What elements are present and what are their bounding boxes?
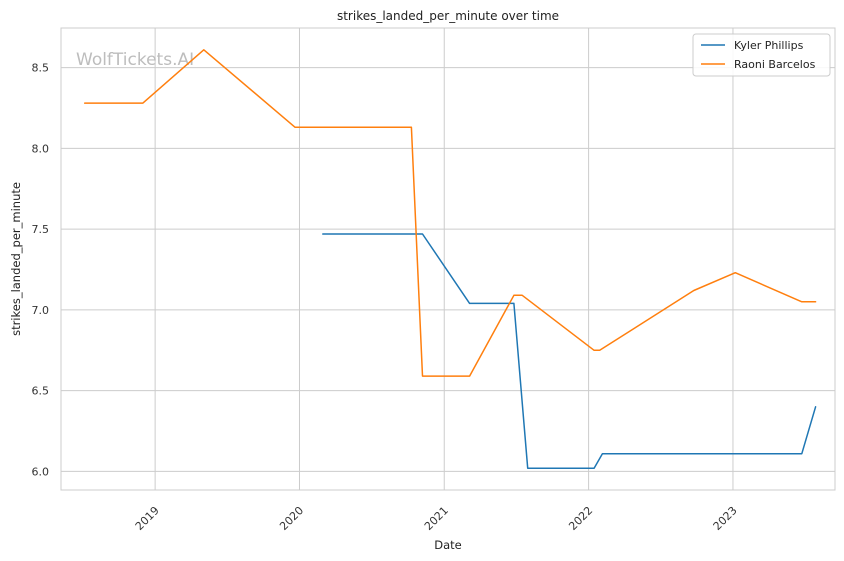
y-axis-label: strikes_landed_per_minute — [9, 182, 23, 336]
series-layer — [83, 49, 817, 469]
legend: Kyler Phillips Raoni Barcelos — [692, 33, 831, 77]
y-tick-label: 7.5 — [32, 223, 50, 236]
y-tick-label: 6.0 — [32, 465, 50, 478]
plot-frame — [60, 27, 836, 491]
series-line-raoni-barcelos — [83, 49, 817, 377]
legend-label: Raoni Barcelos — [734, 58, 816, 71]
series-line-kyler-phillips — [322, 233, 817, 469]
chart-title: strikes_landed_per_minute over time — [337, 9, 559, 23]
legend-label: Kyler Phillips — [734, 39, 804, 52]
x-axis-label: Date — [434, 538, 462, 552]
watermark: WolfTickets.AI — [76, 50, 194, 70]
y-tick-label: 7.0 — [32, 304, 50, 317]
y-tick-label: 6.5 — [32, 385, 50, 398]
y-tick-label: 8.5 — [32, 62, 50, 75]
y-tick-label: 8.0 — [32, 142, 50, 155]
legend-box — [692, 33, 831, 77]
legend-items: Kyler Phillips Raoni Barcelos — [701, 39, 816, 71]
